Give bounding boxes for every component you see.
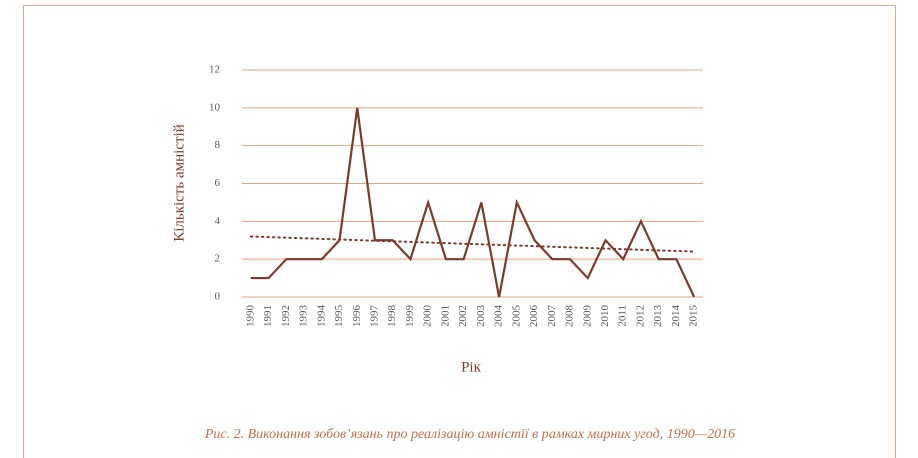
y-tick-label: 8 bbox=[215, 139, 221, 151]
x-tick-label: 1992 bbox=[280, 305, 292, 327]
x-tick-label: 2012 bbox=[634, 305, 646, 327]
x-tick-label: 2009 bbox=[581, 305, 593, 328]
y-tick-label: 6 bbox=[215, 177, 221, 189]
x-tick-label: 2014 bbox=[670, 305, 682, 328]
x-tick-label: 2011 bbox=[617, 305, 629, 327]
x-tick-label: 1993 bbox=[298, 305, 310, 328]
x-tick-label: 2007 bbox=[546, 305, 558, 328]
x-tick-label: 2008 bbox=[564, 305, 576, 328]
caption: Рис. 2. Виконання зобов’язань про реаліз… bbox=[204, 427, 735, 442]
x-tick-label: 1995 bbox=[333, 305, 345, 328]
y-tick-label: 0 bbox=[215, 291, 221, 303]
x-tick-label: 2005 bbox=[510, 305, 522, 328]
trend-line bbox=[249, 235, 696, 253]
x-tick-label: 1991 bbox=[262, 305, 274, 327]
y-axis-label: Кількість амністій bbox=[171, 124, 187, 242]
x-tick-label: 2004 bbox=[493, 305, 505, 328]
x-tick-label: 2003 bbox=[475, 305, 487, 328]
x-tick-label: 2001 bbox=[439, 305, 451, 327]
x-tick-label: 2013 bbox=[652, 305, 664, 328]
line bbox=[250, 107, 696, 298]
x-tick-label: 1996 bbox=[351, 305, 363, 328]
x-tick-label: 1990 bbox=[244, 305, 256, 328]
x-tick-label: 2000 bbox=[422, 305, 434, 328]
x-tick-label: 2010 bbox=[599, 305, 611, 328]
frame bbox=[23, 5, 896, 458]
x-tick-label: 1999 bbox=[404, 305, 416, 328]
y-tick-label: 2 bbox=[215, 253, 221, 265]
x-tick-label: 1994 bbox=[315, 305, 327, 328]
y-tick-label: 4 bbox=[215, 215, 221, 227]
x-tick-label: 1998 bbox=[386, 305, 398, 328]
x-tick-label: 2002 bbox=[457, 305, 469, 327]
x-axis-label: Рік bbox=[461, 359, 482, 375]
x-tick-label: 1997 bbox=[369, 305, 381, 328]
y-tick-label: 10 bbox=[209, 101, 221, 113]
x-tick-label: 2006 bbox=[528, 305, 540, 328]
x-tick-label: 2015 bbox=[688, 305, 700, 328]
y-tick-label: 12 bbox=[209, 64, 220, 76]
